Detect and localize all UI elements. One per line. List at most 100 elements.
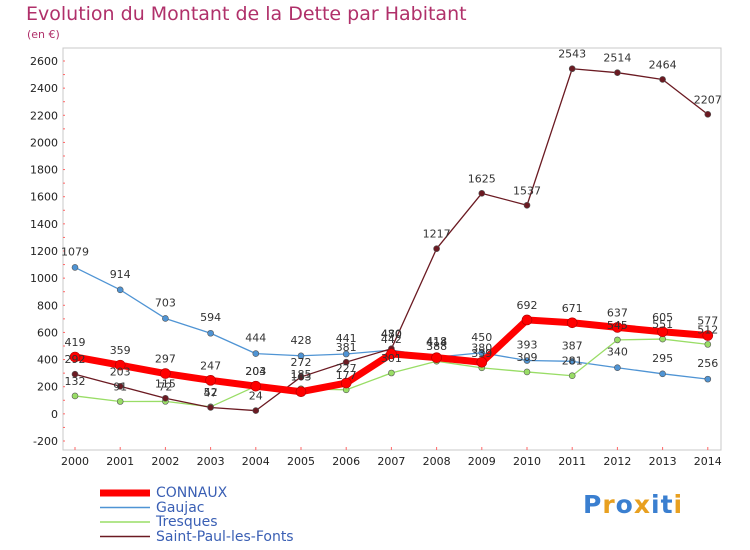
- legend-entry: CONNAUX: [156, 485, 228, 501]
- data-label: 359: [110, 344, 131, 357]
- data-point: [205, 375, 216, 386]
- y-tick-label: 1400: [30, 218, 58, 231]
- y-tick-label: 2200: [30, 109, 58, 122]
- x-tick-label: 2002: [151, 455, 179, 468]
- data-point: [162, 315, 169, 322]
- logo-letter: i: [673, 490, 684, 519]
- data-label: 381: [336, 341, 357, 354]
- data-point: [297, 373, 305, 381]
- x-tick-label: 2012: [603, 455, 631, 468]
- data-label: 470: [381, 328, 402, 341]
- y-tick-label: 2400: [30, 82, 58, 95]
- data-label: 177: [336, 369, 357, 382]
- data-label: 227: [336, 362, 357, 375]
- data-label: 428: [291, 334, 312, 347]
- data-point: [614, 364, 621, 372]
- y-tick-label: 1600: [30, 191, 58, 204]
- data-label: 594: [200, 311, 221, 324]
- data-point: [342, 350, 350, 358]
- x-tick-label: 2011: [558, 455, 586, 468]
- data-label: 281: [562, 355, 583, 368]
- data-label: 450: [471, 331, 492, 344]
- data-label: 387: [562, 339, 583, 352]
- data-point: [250, 380, 262, 392]
- data-label: 47: [204, 386, 218, 399]
- data-label: 204: [245, 365, 266, 378]
- data-point: [388, 369, 395, 377]
- data-point: [386, 348, 397, 360]
- x-tick-label: 2000: [61, 455, 89, 468]
- data-label: 388: [426, 340, 447, 353]
- data-label: 115: [155, 377, 176, 390]
- data-point: [116, 286, 124, 294]
- data-label: 2207: [694, 93, 722, 106]
- data-label: 1537: [513, 184, 541, 197]
- plot-frame: [62, 47, 722, 451]
- x-tick-label: 2007: [377, 455, 405, 468]
- data-point: [252, 407, 260, 414]
- data-point: [342, 358, 350, 366]
- legend-entry: Saint-Paul-les-Fonts: [156, 528, 294, 545]
- data-label: 2464: [649, 58, 677, 71]
- data-point: [704, 375, 712, 383]
- data-point: [659, 370, 666, 378]
- x-tick-label: 2010: [513, 455, 541, 468]
- data-label: 2514: [603, 52, 631, 65]
- data-label: 309: [517, 351, 538, 364]
- data-label: 295: [652, 352, 673, 365]
- data-label: 637: [607, 306, 628, 319]
- y-tick-label: 2000: [30, 136, 58, 149]
- x-tick-label: 2013: [649, 455, 677, 468]
- data-point: [71, 370, 79, 378]
- data-point: [116, 398, 124, 405]
- data-point: [523, 357, 531, 364]
- data-point: [568, 372, 576, 380]
- data-label: 441: [336, 332, 357, 345]
- x-tick-label: 2001: [106, 455, 134, 468]
- y-tick-label: 1000: [30, 272, 58, 285]
- logo-letter: r: [602, 490, 616, 519]
- data-label: 512: [697, 323, 718, 336]
- data-label: 297: [155, 353, 176, 366]
- data-point: [114, 359, 126, 371]
- data-label: 340: [607, 346, 628, 359]
- legend-entry: Tresques: [156, 514, 218, 530]
- data-label: 545: [607, 319, 628, 332]
- y-tick-label: 1800: [30, 164, 58, 177]
- data-label: 72: [158, 380, 172, 393]
- data-point: [702, 330, 714, 341]
- data-point: [252, 350, 260, 357]
- data-label: 692: [517, 299, 538, 312]
- data-point: [521, 314, 533, 326]
- x-tick-label: 2004: [242, 455, 270, 468]
- data-label: 292: [65, 353, 86, 366]
- data-label: 272: [291, 356, 312, 369]
- data-point: [478, 349, 486, 357]
- data-point: [295, 386, 307, 398]
- x-tick-label: 2005: [287, 455, 315, 468]
- data-label: 203: [245, 365, 266, 378]
- data-point: [478, 190, 486, 197]
- data-label: 914: [110, 268, 131, 281]
- y-tick-label: 1200: [30, 245, 58, 258]
- data-point: [523, 201, 531, 209]
- data-point: [207, 404, 214, 411]
- data-label: 91: [113, 381, 127, 394]
- data-point: [614, 336, 621, 344]
- data-point: [71, 264, 79, 271]
- data-label: 52: [204, 386, 218, 399]
- data-point: [116, 383, 124, 390]
- data-point: [340, 377, 352, 389]
- data-point: [69, 351, 81, 363]
- logo-letter: o: [615, 490, 634, 519]
- data-point: [657, 326, 668, 338]
- data-point: [207, 329, 214, 337]
- y-tick-label: 800: [37, 299, 58, 312]
- x-tick-label: 2009: [468, 455, 496, 468]
- data-label: 203: [110, 365, 131, 378]
- y-tick-label: 400: [37, 354, 58, 367]
- data-label: 1217: [423, 228, 451, 241]
- y-tick-label: 200: [37, 381, 58, 394]
- data-label: 703: [155, 296, 176, 309]
